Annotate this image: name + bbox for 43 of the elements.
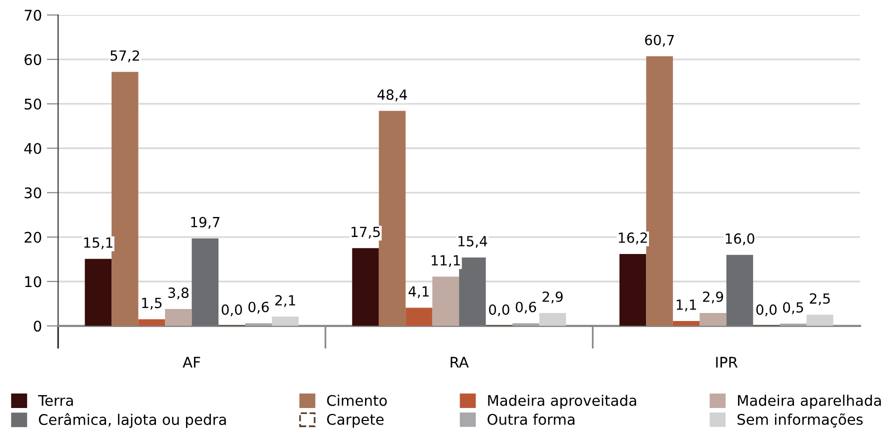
data-label: 11,1 xyxy=(432,255,460,267)
y-tick-label: 50 xyxy=(24,98,42,110)
data-label: 2,5 xyxy=(810,293,830,306)
y-tick-label: 40 xyxy=(24,142,42,154)
data-label: 4,1 xyxy=(408,286,429,298)
x-tick-label: IPR xyxy=(716,356,738,368)
data-label: 15,1 xyxy=(84,237,112,250)
data-label: 15,4 xyxy=(458,236,488,248)
data-label: 0,0 xyxy=(489,304,510,316)
y-tick-label: 0 xyxy=(34,320,42,332)
data-label: 1,1 xyxy=(676,300,696,312)
data-label: 0,6 xyxy=(248,302,269,314)
data-label: 0,6 xyxy=(516,302,536,314)
legend-label: Madeira aproveitada xyxy=(488,394,636,409)
data-label: 19,7 xyxy=(191,216,220,229)
data-label: 57,2 xyxy=(110,50,140,62)
data-label: 0,0 xyxy=(756,304,777,316)
data-label: 16,2 xyxy=(618,232,647,244)
legend-label: Sem informações xyxy=(738,413,863,428)
x-tick-label: AF xyxy=(182,356,200,368)
legend-label: Outra forma xyxy=(488,414,574,425)
legend-label: Cimento xyxy=(327,394,387,406)
data-label: 48,4 xyxy=(377,89,407,102)
data-label: 60,7 xyxy=(645,34,674,47)
data-label: 2,1 xyxy=(275,295,296,307)
y-tick-label: 70 xyxy=(24,10,42,21)
data-label: 1,5 xyxy=(142,298,162,310)
data-label: 0,0 xyxy=(222,304,242,316)
legend-label: Madeira aparelhada xyxy=(738,394,881,409)
legend-label: Cerâmica, lajota ou pedra xyxy=(38,413,226,428)
data-label: 0,5 xyxy=(783,302,804,314)
data-label: 2,9 xyxy=(702,291,724,304)
data-label: 16,0 xyxy=(726,233,754,246)
y-tick-label: 20 xyxy=(24,232,42,243)
y-tick-label: 10 xyxy=(25,276,42,288)
x-tick-label: RA xyxy=(450,356,469,368)
y-tick-label: 30 xyxy=(24,187,42,198)
legend-label: Terra xyxy=(38,395,73,406)
data-label: 2,9 xyxy=(542,291,563,304)
y-tick-label: 60 xyxy=(24,54,42,66)
data-label: 17,5 xyxy=(352,226,380,239)
data-label: 3,8 xyxy=(168,287,188,300)
legend-label: Carpete xyxy=(327,414,384,428)
